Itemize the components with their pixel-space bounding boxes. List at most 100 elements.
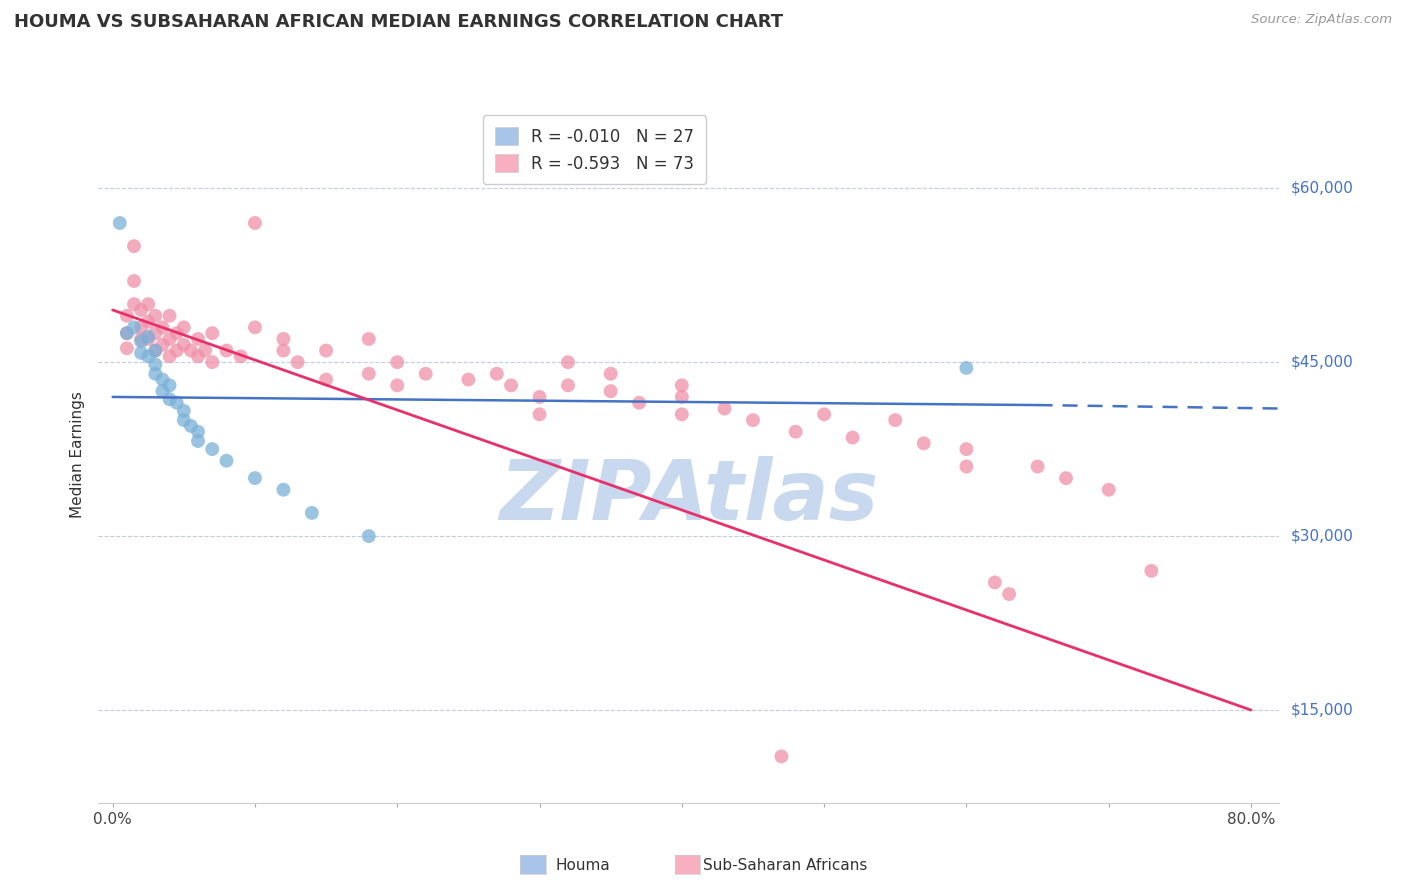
Point [159, 309, 181, 323]
Point [1026, 459, 1049, 474]
Point [671, 390, 693, 404]
Point [187, 332, 209, 346]
Point [166, 326, 188, 340]
Legend: R = -0.010   N = 27, R = -0.593   N = 73: R = -0.010 N = 27, R = -0.593 N = 73 [482, 115, 706, 185]
Point [984, 575, 1007, 590]
Point [671, 378, 693, 392]
Point [143, 343, 166, 358]
Point [143, 343, 166, 358]
Point [152, 337, 174, 351]
Point [1054, 471, 1077, 485]
Point [273, 343, 295, 358]
Point [243, 471, 266, 485]
Point [187, 425, 209, 439]
Point [387, 378, 409, 392]
Point [415, 367, 437, 381]
Point [115, 326, 138, 340]
Point [159, 332, 181, 346]
Point [159, 378, 181, 392]
Point [143, 358, 166, 372]
Point [315, 373, 337, 387]
Point [115, 326, 138, 340]
Point [499, 378, 522, 392]
Point [243, 216, 266, 230]
Point [180, 343, 202, 358]
Point [136, 332, 159, 346]
Point [273, 483, 295, 497]
Point [742, 413, 765, 427]
Point [813, 407, 835, 421]
Point [785, 425, 807, 439]
Point [529, 390, 551, 404]
Text: Source: ZipAtlas.com: Source: ZipAtlas.com [1251, 13, 1392, 27]
Point [143, 326, 166, 340]
Point [129, 334, 152, 349]
Point [1098, 483, 1121, 497]
Point [136, 349, 159, 364]
Text: $15,000: $15,000 [1291, 703, 1354, 717]
Point [173, 413, 195, 427]
Point [713, 401, 735, 416]
Point [129, 320, 152, 334]
Point [143, 367, 166, 381]
Point [122, 320, 145, 334]
Point [557, 378, 579, 392]
Point [187, 434, 209, 448]
Point [998, 587, 1021, 601]
Point [159, 349, 181, 364]
Point [152, 384, 174, 398]
Point [136, 297, 159, 311]
Point [387, 355, 409, 369]
Point [770, 749, 793, 764]
Point [187, 349, 209, 364]
Point [180, 418, 202, 433]
Point [173, 337, 195, 351]
Point [173, 404, 195, 418]
Point [108, 216, 131, 230]
Point [912, 436, 935, 450]
Text: HOUMA VS SUBSAHARAN AFRICAN MEDIAN EARNINGS CORRELATION CHART: HOUMA VS SUBSAHARAN AFRICAN MEDIAN EARNI… [14, 13, 783, 31]
Point [357, 367, 380, 381]
Point [287, 355, 309, 369]
Point [215, 453, 238, 467]
Text: $45,000: $45,000 [1291, 355, 1354, 369]
Point [599, 384, 621, 398]
Point [457, 373, 479, 387]
Point [152, 373, 174, 387]
Point [143, 309, 166, 323]
Point [315, 343, 337, 358]
Point [166, 395, 188, 409]
Point [201, 326, 224, 340]
Text: Sub-Saharan Africans: Sub-Saharan Africans [703, 858, 868, 872]
Point [173, 320, 195, 334]
Point [955, 442, 977, 456]
Point [485, 367, 508, 381]
Point [122, 274, 145, 288]
Point [115, 309, 138, 323]
Point [243, 320, 266, 334]
Point [229, 349, 252, 364]
Text: Houma: Houma [555, 858, 610, 872]
Text: $30,000: $30,000 [1291, 529, 1354, 543]
Point [122, 239, 145, 253]
Point [122, 297, 145, 311]
Point [201, 355, 224, 369]
Point [357, 529, 380, 543]
Point [301, 506, 323, 520]
Point [166, 343, 188, 358]
Point [1140, 564, 1163, 578]
Point [599, 367, 621, 381]
Text: ZIPAtlas: ZIPAtlas [499, 456, 879, 537]
Point [129, 332, 152, 346]
Point [159, 392, 181, 407]
Point [628, 395, 651, 409]
Point [529, 407, 551, 421]
Point [152, 320, 174, 334]
Point [136, 314, 159, 328]
Point [273, 332, 295, 346]
Point [115, 341, 138, 355]
Point [955, 459, 977, 474]
Point [884, 413, 907, 427]
Point [194, 343, 217, 358]
Y-axis label: Median Earnings: Median Earnings [70, 392, 86, 518]
